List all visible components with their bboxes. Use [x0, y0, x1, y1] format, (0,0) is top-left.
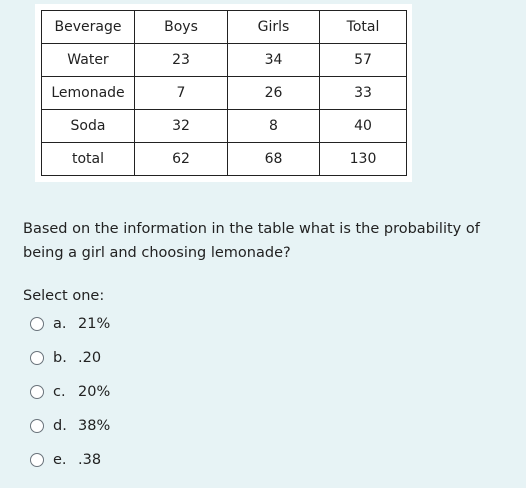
- table-cell: 57: [319, 43, 407, 77]
- table-cell: 34: [227, 43, 320, 77]
- option[interactable]: d. 38%: [30, 416, 110, 436]
- table-cell: 33: [319, 76, 407, 110]
- table-cell: Soda: [41, 109, 135, 143]
- option-letter: e.: [53, 452, 67, 468]
- table-cell: 26: [227, 76, 320, 110]
- table-row: Water 23 34 57: [41, 43, 407, 77]
- option[interactable]: a. 21%: [30, 314, 110, 334]
- table-row: total 62 68 130: [41, 142, 407, 176]
- table-cell: Lemonade: [41, 76, 135, 110]
- radio-button[interactable]: [30, 317, 44, 331]
- data-table: Beverage Boys Girls Total Water 23 34 57 Lemonad…: [41, 10, 407, 176]
- radio-button[interactable]: [30, 453, 44, 467]
- table-cell: total: [41, 142, 135, 176]
- option[interactable]: e. .38: [30, 450, 101, 470]
- table-cell: 40: [319, 109, 407, 143]
- table-row: Soda 32 8 40: [41, 109, 407, 143]
- option-text: 20%: [78, 384, 111, 400]
- option-text: 21%: [78, 316, 111, 332]
- radio-button[interactable]: [30, 385, 44, 399]
- table-cell: 32: [134, 109, 228, 143]
- header-row: Beverage Boys Girls Total: [41, 10, 407, 44]
- table-cell: 8: [227, 109, 320, 143]
- option[interactable]: c. 20%: [30, 382, 110, 402]
- header-cell: Boys: [134, 10, 228, 44]
- option-text: 38%: [78, 418, 111, 434]
- option[interactable]: b. .20: [30, 348, 101, 368]
- header-cell: Beverage: [41, 10, 135, 44]
- table-row: Lemonade 7 26 33: [41, 76, 407, 110]
- option-text: .20: [78, 350, 102, 366]
- table-cell: 7: [134, 76, 228, 110]
- table-cell: 23: [134, 43, 228, 77]
- table-card: Beverage Boys Girls Total Water 23 34 57 Lemonad…: [35, 4, 412, 182]
- option-letter: a.: [53, 316, 67, 332]
- option-letter: d.: [53, 418, 67, 434]
- select-prompt: Select one:: [23, 288, 105, 304]
- table-cell: 68: [227, 142, 320, 176]
- header-cell: Total: [319, 10, 407, 44]
- table-cell: Water: [41, 43, 135, 77]
- header-cell: Girls: [227, 10, 320, 44]
- radio-button[interactable]: [30, 419, 44, 433]
- radio-button[interactable]: [30, 351, 44, 365]
- table-cell: 62: [134, 142, 228, 176]
- question-text: Based on the information in the table wh…: [23, 221, 480, 261]
- option-text: .38: [78, 452, 102, 468]
- table-cell: 130: [319, 142, 407, 176]
- option-letter: b.: [53, 350, 67, 366]
- option-letter: c.: [53, 384, 66, 400]
